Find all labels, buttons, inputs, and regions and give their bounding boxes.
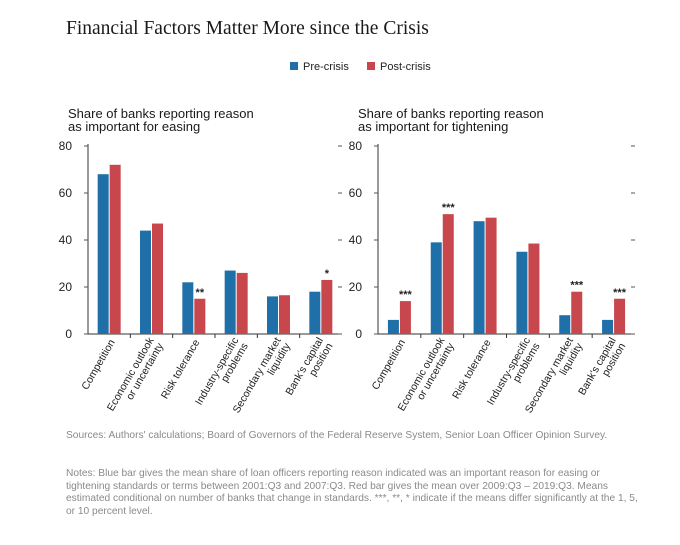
bar-pre-crisis (182, 282, 194, 334)
chart-title: Financial Factors Matter More since the … (66, 18, 429, 39)
significance-marker: * (325, 268, 330, 280)
y-tick-label: 60 (59, 186, 73, 200)
significance-marker: *** (570, 280, 584, 292)
bar-pre-crisis (267, 296, 278, 334)
x-category-label-line: Competition (79, 337, 117, 392)
bar-pre-crisis (140, 230, 151, 334)
significance-marker: ** (196, 287, 205, 299)
notes-text: Notes: Blue bar gives the mean share of … (66, 468, 638, 517)
bar-post-crisis (614, 298, 626, 334)
bar-pre-crisis (559, 315, 571, 334)
legend-swatch-post (367, 62, 375, 70)
bar-pre-crisis (516, 251, 528, 334)
y-tick-label: 20 (59, 280, 73, 294)
bar-pre-crisis (224, 270, 236, 334)
y-tick-label: 80 (59, 139, 73, 153)
bar-post-crisis (152, 223, 163, 334)
x-category-label: Competition (370, 337, 408, 392)
bar-post-crisis (399, 301, 411, 334)
bar-post-crisis (109, 164, 121, 334)
bar-pre-crisis (602, 319, 614, 334)
y-tick-label: 0 (65, 327, 72, 341)
bar-pre-crisis (387, 319, 399, 334)
bar-post-crisis (236, 272, 248, 334)
y-tick-label: 0 (355, 327, 362, 341)
x-category-label: Bank's capitalposition (576, 335, 628, 402)
significance-marker: *** (399, 289, 413, 301)
bar-pre-crisis (473, 221, 485, 334)
panel-title-line: as important for easing (68, 119, 200, 134)
bar-post-crisis (194, 298, 206, 334)
y-tick-label: 20 (349, 280, 363, 294)
legend-label-pre: Pre-crisis (303, 61, 349, 73)
legend: Pre-crisis Post-crisis (0, 61, 680, 75)
bar-pre-crisis (97, 174, 109, 334)
y-tick-label: 80 (349, 139, 363, 153)
significance-marker: *** (613, 287, 627, 299)
bar-post-crisis (571, 291, 583, 334)
panel-title-line: Share of banks reporting reason (68, 106, 254, 121)
x-category-label: Bank's capitalposition (283, 335, 335, 402)
bar-pre-crisis (430, 242, 442, 334)
x-category-label: Competition (79, 337, 117, 392)
legend-item-pre-crisis: Pre-crisis (290, 61, 349, 73)
bar-post-crisis (442, 214, 454, 334)
bar-pre-crisis (309, 291, 321, 334)
legend-item-post-crisis: Post-crisis (367, 61, 431, 73)
y-tick-label: 60 (349, 186, 363, 200)
panel-title-line: Share of banks reporting reason (358, 106, 544, 121)
bar-post-crisis (279, 295, 290, 334)
sources-note: Sources: Authors' calculations; Board of… (66, 430, 608, 441)
significance-marker: *** (442, 202, 456, 214)
bar-post-crisis (321, 279, 333, 334)
legend-swatch-pre (290, 62, 298, 70)
bar-post-crisis (528, 243, 540, 334)
bar-post-crisis (485, 217, 497, 334)
y-tick-label: 40 (349, 233, 363, 247)
y-tick-label: 40 (59, 233, 73, 247)
panel-title-line: as important for tightening (358, 119, 508, 134)
legend-label-post: Post-crisis (380, 61, 431, 73)
x-category-label-line: Competition (370, 337, 408, 392)
